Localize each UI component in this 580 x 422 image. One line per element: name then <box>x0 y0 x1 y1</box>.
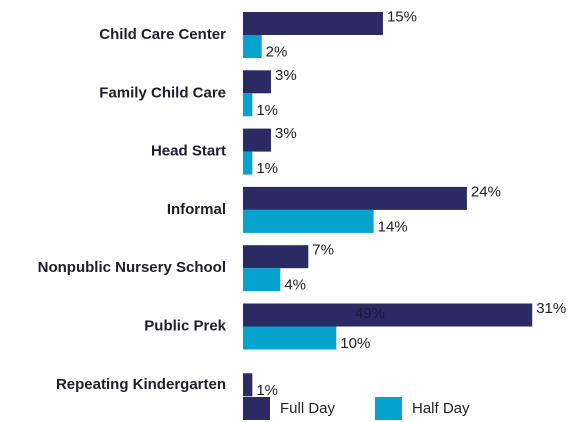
value-label: 1% <box>256 102 278 119</box>
bar <box>243 93 253 117</box>
value-label: 24% <box>471 183 501 200</box>
bar <box>243 128 271 152</box>
value-label: 2% <box>266 43 288 60</box>
legend-label: Full Day <box>280 400 336 417</box>
bar <box>243 186 467 210</box>
value-label: 3% <box>275 125 297 142</box>
bar <box>243 326 337 350</box>
bar <box>243 268 281 292</box>
category-label: Head Start <box>151 143 226 160</box>
value-label: 7% <box>312 242 334 259</box>
category-label: Family Child Care <box>99 84 226 101</box>
legend-swatch <box>375 397 402 420</box>
legend-label: Half Day <box>412 400 470 417</box>
bar <box>243 70 271 94</box>
value-label: 15% <box>387 8 417 25</box>
value-label: 31% <box>536 300 566 317</box>
category-label: Public Prek <box>144 317 226 334</box>
bar <box>243 35 262 58</box>
value-label: 4% <box>284 277 306 294</box>
value-label: 1% <box>256 382 278 399</box>
bar <box>243 245 309 269</box>
category-label: Informal <box>167 201 226 218</box>
category-label: Child Care Center <box>99 26 226 43</box>
bar <box>243 303 533 327</box>
annotation: 49% <box>355 305 385 322</box>
value-label: 3% <box>275 67 297 84</box>
value-label: 14% <box>378 218 408 235</box>
category-label: Repeating Kindergarten <box>56 376 226 393</box>
bar <box>243 12 383 35</box>
bar <box>243 209 374 233</box>
bar <box>243 151 253 175</box>
value-label: 10% <box>340 335 370 352</box>
category-label: Nonpublic Nursery School <box>38 259 226 276</box>
value-label: 1% <box>256 160 278 177</box>
legend-swatch <box>243 397 270 420</box>
bar <box>243 373 253 397</box>
